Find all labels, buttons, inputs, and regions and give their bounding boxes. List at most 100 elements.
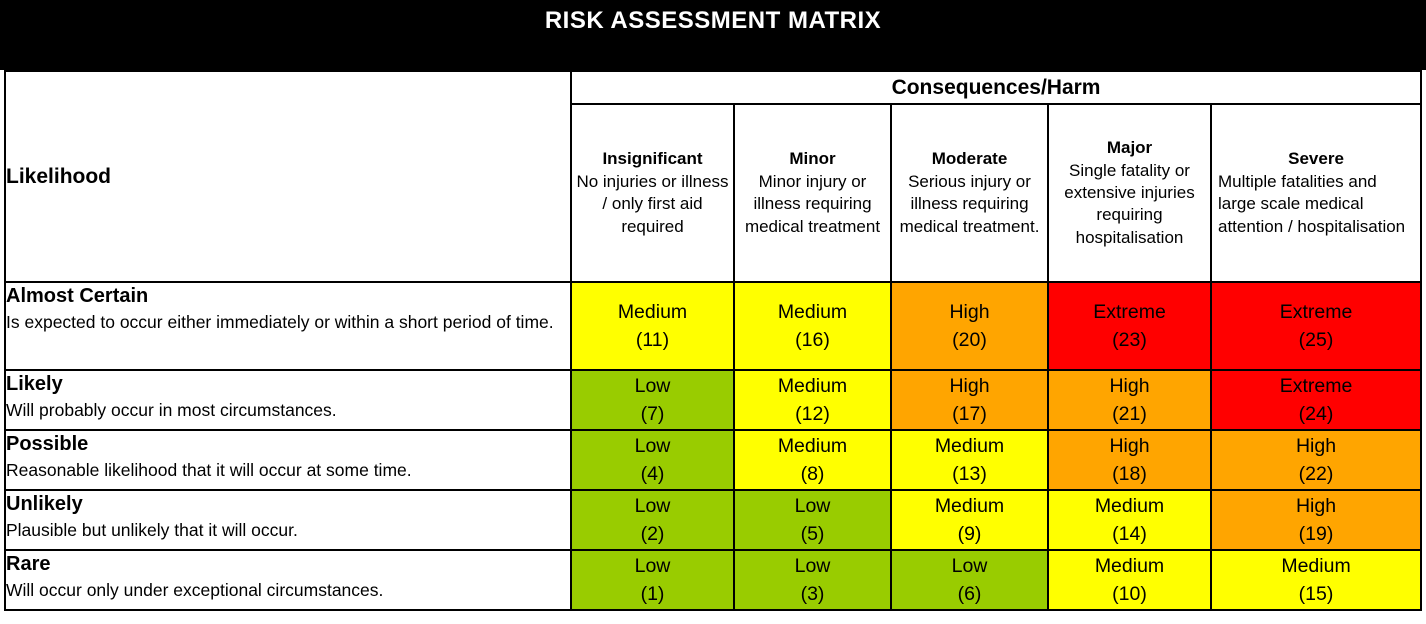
risk-level: Medium	[777, 300, 848, 323]
risk-cell: High (21)	[1047, 369, 1212, 431]
risk-score: (25)	[1298, 329, 1334, 351]
risk-score: (6)	[957, 583, 982, 605]
risk-cell: High (17)	[890, 369, 1049, 431]
column-name: Minor	[789, 148, 836, 168]
risk-cell: Medium (15)	[1209, 549, 1423, 611]
risk-level: Medium	[1281, 554, 1351, 577]
risk-cell: Low (7)	[570, 369, 735, 431]
risk-cell: Extreme (24)	[1209, 369, 1423, 431]
risk-level: Medium	[777, 434, 848, 457]
risk-cell: Low (6)	[890, 549, 1049, 611]
risk-score: (13)	[952, 463, 987, 485]
column-description: Multiple fatalities and large scale medi…	[1218, 171, 1406, 236]
risk-level: High	[949, 300, 990, 323]
risk-level: High	[1295, 434, 1337, 457]
risk-level: High	[1109, 434, 1150, 457]
risk-score: (1)	[640, 583, 665, 605]
risk-cell: Medium (8)	[733, 429, 892, 491]
column-description: Serious injury or illness requiring medi…	[899, 171, 1040, 236]
row-label-possible: Possible Reasonable likelihood that it w…	[4, 429, 572, 491]
risk-score: (7)	[640, 403, 665, 425]
column-header-major: Major Single fatality or extensive injur…	[1047, 103, 1212, 283]
row-name: Unlikely	[6, 493, 83, 515]
column-header-insignificant: Insignificant No injuries or illness / o…	[570, 103, 735, 283]
risk-level: Extreme	[1279, 374, 1353, 397]
risk-level: Low	[794, 494, 831, 517]
likelihood-header: Likelihood	[4, 70, 572, 283]
risk-cell: Low (2)	[570, 489, 735, 551]
risk-matrix-table: Likelihood Consequences/Harm Insignifica…	[4, 70, 1423, 611]
risk-level: High	[949, 374, 990, 397]
risk-score: (16)	[795, 329, 830, 351]
risk-score: (19)	[1298, 523, 1334, 545]
risk-level: Medium	[934, 434, 1005, 457]
column-description: No injuries or illness / only first aid …	[576, 171, 729, 236]
column-header-minor: Minor Minor injury or illness requiring …	[733, 103, 892, 283]
row-description: Is expected to occur either immediately …	[6, 312, 554, 332]
risk-score: (8)	[800, 463, 825, 485]
column-header-moderate: Moderate Serious injury or illness requi…	[890, 103, 1049, 283]
risk-cell: High (18)	[1047, 429, 1212, 491]
risk-score: (3)	[800, 583, 825, 605]
risk-level: Low	[794, 554, 831, 577]
risk-level: Medium	[1094, 554, 1165, 577]
risk-level: Low	[634, 494, 671, 517]
row-name: Likely	[6, 373, 63, 395]
row-name: Rare	[6, 553, 51, 575]
risk-level: Medium	[617, 300, 688, 323]
risk-level: High	[1295, 494, 1337, 517]
risk-cell: Low (1)	[570, 549, 735, 611]
risk-score: (20)	[952, 329, 987, 351]
column-name: Insignificant	[602, 148, 703, 168]
risk-level: Extreme	[1093, 300, 1166, 323]
risk-cell: High (22)	[1209, 429, 1423, 491]
consequences-header: Consequences/Harm	[569, 70, 1423, 105]
row-description: Will probably occur in most circumstance…	[6, 400, 337, 420]
risk-cell: Medium (12)	[733, 369, 892, 431]
risk-level: Low	[634, 374, 671, 397]
risk-score: (18)	[1112, 463, 1147, 485]
risk-cell: Extreme (23)	[1047, 281, 1212, 371]
risk-score: (5)	[800, 523, 825, 545]
column-description: Single fatality or extensive injuries re…	[1064, 160, 1195, 247]
risk-score: (24)	[1298, 403, 1334, 425]
page-title: RISK ASSESSMENT MATRIX	[544, 7, 882, 34]
row-label-likely: Likely Will probably occur in most circu…	[4, 369, 572, 431]
risk-cell: Medium (13)	[890, 429, 1049, 491]
risk-score: (14)	[1112, 523, 1147, 545]
risk-cell: Medium (9)	[890, 489, 1049, 551]
risk-cell: Extreme (25)	[1209, 281, 1423, 371]
risk-cell: Low (4)	[570, 429, 735, 491]
row-label-rare: Rare Will occur only under exceptional c…	[4, 549, 572, 611]
risk-level: Low	[951, 554, 988, 577]
row-name: Almost Certain	[6, 285, 149, 307]
risk-cell: High (20)	[890, 281, 1049, 371]
risk-score: (12)	[795, 403, 830, 425]
risk-level: Medium	[777, 374, 848, 397]
row-description: Plausible but unlikely that it will occu…	[6, 520, 298, 540]
risk-score: (2)	[640, 523, 665, 545]
risk-level: Extreme	[1279, 300, 1353, 323]
column-description: Minor injury or illness requiring medica…	[744, 171, 881, 236]
column-name: Severe	[1288, 148, 1344, 168]
row-description: Reasonable likelihood that it will occur…	[6, 460, 412, 480]
risk-score: (23)	[1112, 329, 1147, 351]
risk-cell: Medium (10)	[1047, 549, 1212, 611]
risk-level: Low	[634, 434, 671, 457]
risk-score: (9)	[957, 523, 982, 545]
risk-score: (4)	[640, 463, 665, 485]
risk-level: High	[1109, 374, 1150, 397]
risk-cell: Medium (14)	[1047, 489, 1212, 551]
row-description: Will occur only under exceptional circum…	[6, 580, 384, 600]
column-header-severe: Severe Multiple fatalities and large sca…	[1209, 103, 1423, 283]
row-label-unlikely: Unlikely Plausible but unlikely that it …	[4, 489, 572, 551]
risk-score: (11)	[635, 329, 670, 351]
risk-cell: Low (5)	[733, 489, 892, 551]
risk-score: (10)	[1112, 583, 1147, 605]
risk-level: Low	[634, 554, 671, 577]
risk-cell: Low (3)	[733, 549, 892, 611]
risk-level: Medium	[934, 494, 1005, 517]
row-label-almost-certain: Almost Certain Is expected to occur eith…	[4, 281, 572, 371]
column-name: Major	[1106, 137, 1153, 157]
